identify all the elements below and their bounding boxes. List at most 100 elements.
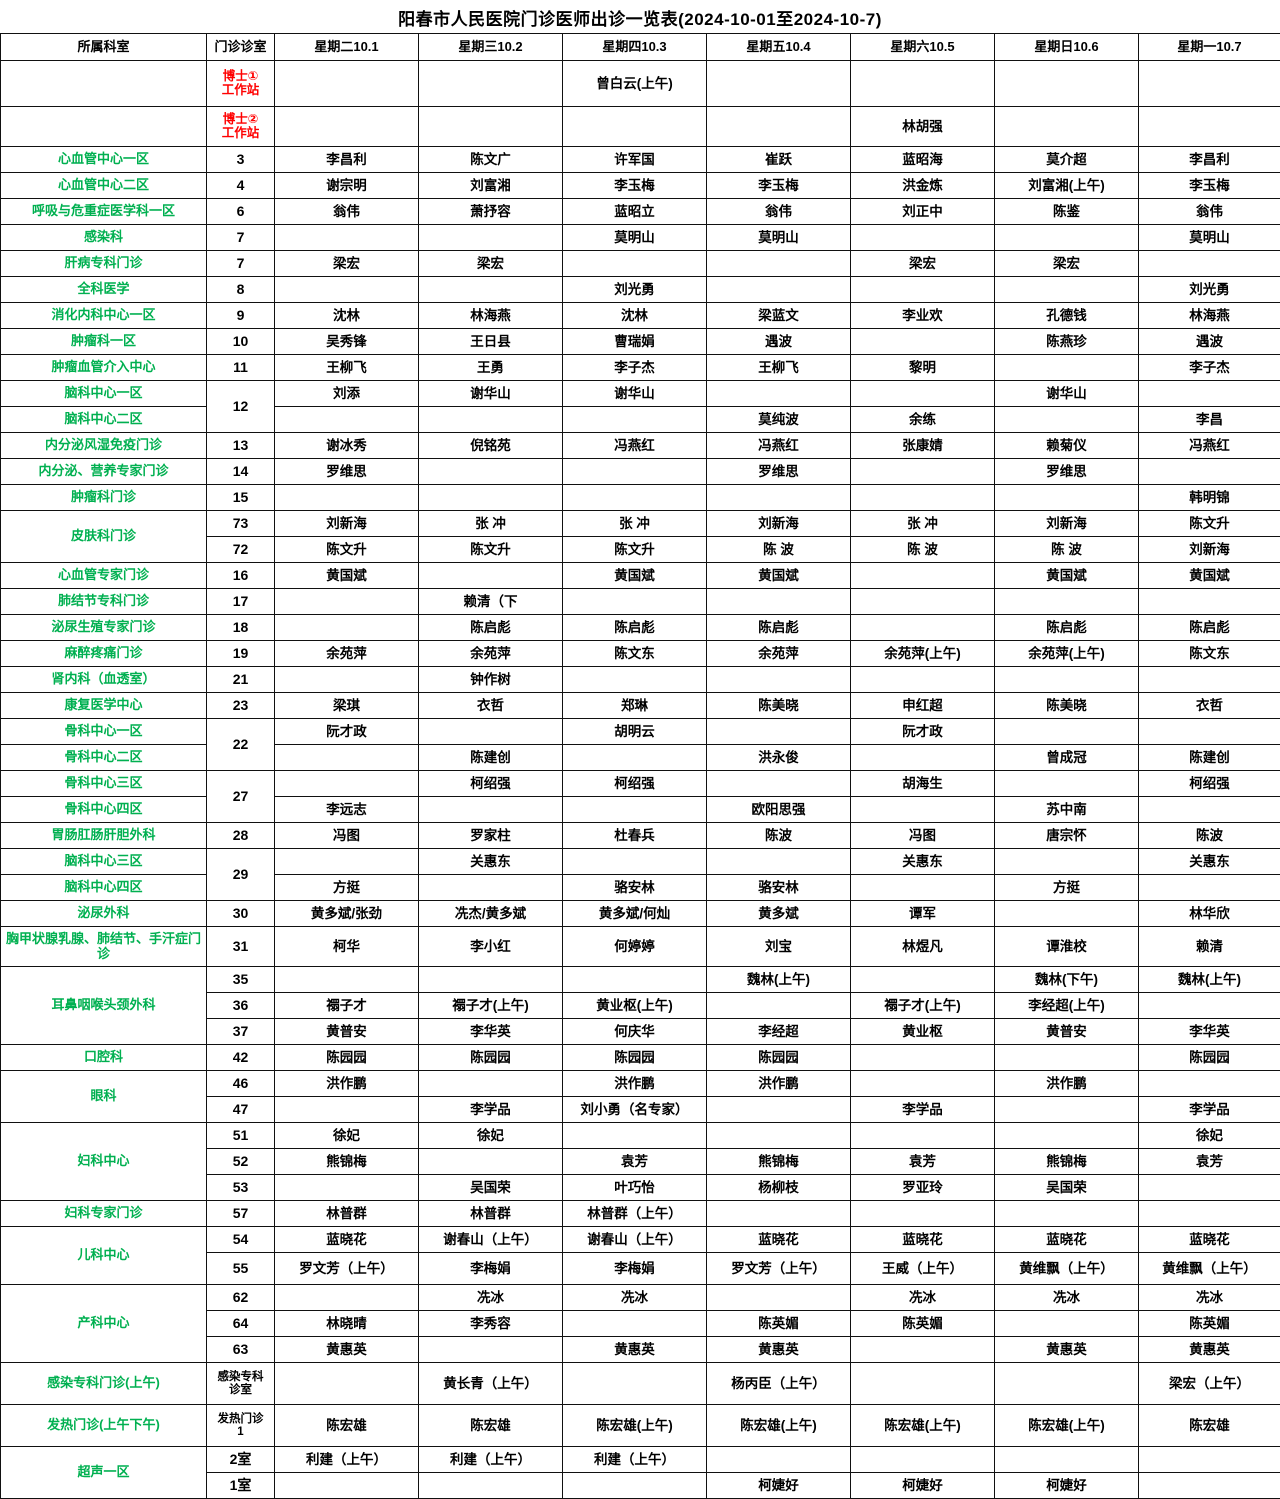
schedule-cell	[995, 225, 1139, 251]
schedule-cell: 蓝昭海	[851, 147, 995, 173]
schedule-cell	[275, 107, 419, 147]
schedule-cell: 吴国荣	[995, 1175, 1139, 1201]
schedule-cell: 郑琳	[563, 693, 707, 719]
schedule-cell: 林华欣	[1139, 901, 1280, 927]
schedule-cell: 谭军	[851, 901, 995, 927]
schedule-cell	[707, 107, 851, 147]
schedule-cell	[707, 719, 851, 745]
schedule-cell: 陈启彪	[563, 615, 707, 641]
schedule-cell: 谢春山（上午）	[563, 1227, 707, 1253]
schedule-cell: 刘光勇	[563, 277, 707, 303]
schedule-cell: 洪作鹏	[995, 1071, 1139, 1097]
dept-cell: 骨科中心三区	[1, 771, 207, 797]
schedule-cell: 李学品	[419, 1097, 563, 1123]
schedule-cell: 陈波	[707, 823, 851, 849]
schedule-cell: 罗文芳（上午）	[707, 1253, 851, 1285]
schedule-cell: 黄惠英	[707, 1337, 851, 1363]
schedule-cell	[707, 485, 851, 511]
schedule-cell: 柯绍强	[419, 771, 563, 797]
schedule-cell: 陈文东	[563, 641, 707, 667]
schedule-cell	[851, 1363, 995, 1405]
schedule-cell	[275, 277, 419, 303]
schedule-cell: 余苑萍	[275, 641, 419, 667]
schedule-cell	[707, 849, 851, 875]
schedule-cell	[851, 589, 995, 615]
schedule-cell: 莫明山	[707, 225, 851, 251]
schedule-cell: 谢华山	[419, 381, 563, 407]
dept-cell: 感染专科门诊(上午)	[1, 1363, 207, 1405]
dept-cell: 消化内科中心一区	[1, 303, 207, 329]
schedule-cell	[1139, 1201, 1280, 1227]
schedule-cell	[995, 1363, 1139, 1405]
schedule-cell: 李梅娟	[419, 1253, 563, 1285]
schedule-cell: 陈文升	[275, 537, 419, 563]
dept-cell: 肿瘤科门诊	[1, 485, 207, 511]
schedule-cell: 陈 波	[995, 537, 1139, 563]
schedule-cell: 利建（上午）	[275, 1447, 419, 1473]
schedule-cell: 蓝晓花	[995, 1227, 1139, 1253]
schedule-cell	[851, 459, 995, 485]
schedule-cell: 李昌	[1139, 407, 1280, 433]
schedule-cell: 唐宗怀	[995, 823, 1139, 849]
schedule-cell: 熊锦梅	[995, 1149, 1139, 1175]
schedule-cell: 陈园园	[1139, 1045, 1280, 1071]
column-header: 星期三10.2	[419, 34, 563, 61]
schedule-cell	[995, 277, 1139, 303]
schedule-cell	[995, 849, 1139, 875]
schedule-cell: 刘正中	[851, 199, 995, 225]
schedule-cell: 陈文广	[419, 147, 563, 173]
column-header: 星期二10.1	[275, 34, 419, 61]
room-cell: 12	[207, 381, 275, 433]
schedule-cell: 熊锦梅	[707, 1149, 851, 1175]
schedule-cell	[851, 381, 995, 407]
schedule-cell: 冯燕红	[707, 433, 851, 459]
schedule-cell	[275, 667, 419, 693]
room-cell: 2室	[207, 1447, 275, 1473]
schedule-cell	[419, 107, 563, 147]
schedule-cell: 李业欢	[851, 303, 995, 329]
schedule-cell: 许军国	[563, 147, 707, 173]
schedule-cell: 李华英	[1139, 1019, 1280, 1045]
schedule-cell	[419, 967, 563, 993]
room-cell: 27	[207, 771, 275, 823]
room-cell: 62	[207, 1285, 275, 1311]
schedule-cell: 余苑萍(上午)	[995, 641, 1139, 667]
schedule-cell: 刘新海	[707, 511, 851, 537]
schedule-cell: 利建（上午）	[419, 1447, 563, 1473]
room-cell: 22	[207, 719, 275, 771]
schedule-cell	[275, 589, 419, 615]
schedule-cell	[851, 745, 995, 771]
dept-cell: 妇科专家门诊	[1, 1201, 207, 1227]
schedule-cell: 杨柳枝	[707, 1175, 851, 1201]
schedule-cell: 李昌利	[1139, 147, 1280, 173]
schedule-cell	[563, 407, 707, 433]
schedule-cell: 陈波	[1139, 823, 1280, 849]
schedule-cell	[419, 407, 563, 433]
schedule-cell: 衣哲	[1139, 693, 1280, 719]
schedule-cell: 陈园园	[275, 1045, 419, 1071]
room-cell: 37	[207, 1019, 275, 1045]
schedule-cell: 崔跃	[707, 147, 851, 173]
schedule-cell	[851, 615, 995, 641]
dept-cell: 内分泌风湿免疫门诊	[1, 433, 207, 459]
room-cell: 9	[207, 303, 275, 329]
schedule-cell: 魏林(上午)	[707, 967, 851, 993]
schedule-cell: 刘新海	[995, 511, 1139, 537]
room-cell: 14	[207, 459, 275, 485]
room-cell: 23	[207, 693, 275, 719]
schedule-cell: 黄普安	[995, 1019, 1139, 1045]
schedule-cell: 钟作树	[419, 667, 563, 693]
schedule-cell	[1139, 107, 1280, 147]
schedule-cell	[275, 849, 419, 875]
schedule-cell: 陈建创	[1139, 745, 1280, 771]
schedule-cell: 李学品	[851, 1097, 995, 1123]
schedule-cell: 阮才政	[275, 719, 419, 745]
